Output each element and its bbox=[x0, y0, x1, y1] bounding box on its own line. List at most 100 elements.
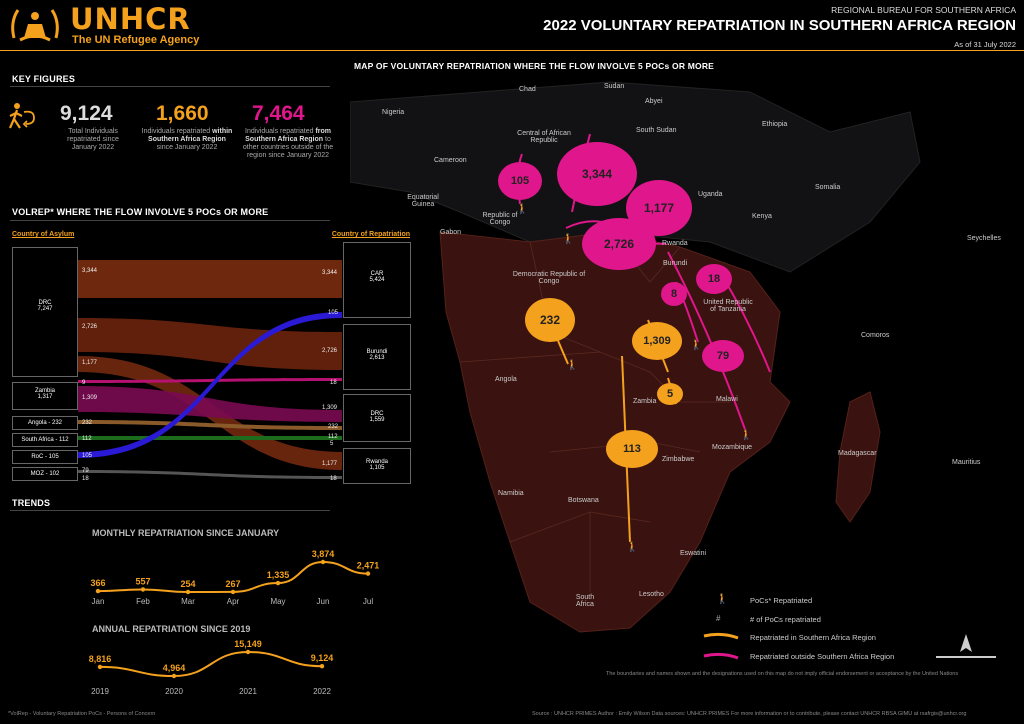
key-figures-underline bbox=[10, 86, 330, 87]
monthly-line-chart: 366 Jan 557 Feb 254 Mar 267 Apr 1,335 May 3,874 Jun… bbox=[90, 549, 380, 606]
flow-left-label: 105 bbox=[82, 453, 93, 459]
orange-bubble: 232 bbox=[525, 298, 575, 342]
repatriation-name-burundi: Burundi bbox=[366, 349, 388, 355]
pink-bubble: 3,344 bbox=[557, 142, 637, 206]
trend-point bbox=[275, 580, 281, 586]
repatriation-value-car: 5,424 bbox=[369, 277, 385, 283]
flow-right-label: 3,344 bbox=[322, 270, 338, 276]
repatriation-name-car: CAR bbox=[370, 271, 384, 277]
flow-right-label: 1,309 bbox=[322, 405, 338, 411]
repatriation-box-burundi: Burundi 2,613 bbox=[343, 324, 411, 390]
africa-map bbox=[350, 81, 921, 633]
trend-value-label: 4,964 bbox=[163, 663, 186, 673]
legend-pocs: PoCs* Repatriated bbox=[750, 596, 813, 605]
trend-value-label: 8,816 bbox=[89, 654, 112, 664]
flow-angola bbox=[78, 420, 342, 430]
returnee-icon: 🚶 bbox=[626, 542, 639, 553]
country-label: Comoros bbox=[861, 332, 890, 339]
unhcr-emblem-icon bbox=[11, 9, 59, 42]
footer-note: *VolRep - Voluntary Repatriation PoCs - … bbox=[8, 711, 156, 717]
legend-outside: Repatriated outside Southern Africa Regi… bbox=[750, 652, 895, 661]
trend-axis-label: 2019 bbox=[91, 687, 109, 696]
flow-left-label: 1,177 bbox=[82, 360, 98, 366]
asylum-box-south-africa: South Africa - 112 bbox=[12, 433, 78, 447]
country-label: Burundi bbox=[663, 260, 688, 267]
country-label: Eswatini bbox=[680, 550, 707, 557]
returnee-icon: 🚶 bbox=[562, 234, 575, 245]
flow-roc-car bbox=[78, 312, 342, 458]
asylum-heading: Country of Asylum bbox=[12, 231, 75, 238]
trend-value-label: 3,874 bbox=[312, 549, 335, 559]
returnee-icon bbox=[8, 102, 38, 135]
flow-left-label: 2,726 bbox=[82, 324, 98, 330]
scale-bar bbox=[936, 656, 996, 658]
header-divider bbox=[0, 50, 1024, 51]
trend-axis-label: Jul bbox=[363, 597, 373, 606]
country-label: Chad bbox=[519, 86, 536, 93]
trend-axis-label: Jun bbox=[317, 597, 330, 606]
within-region-desc: Individuals repatriated within Southern … bbox=[141, 128, 233, 151]
trend-axis-label: May bbox=[270, 597, 285, 606]
flow-heading-underline bbox=[10, 220, 330, 221]
flow-left-label: 18 bbox=[82, 476, 89, 482]
legend-outside-arrow bbox=[703, 652, 739, 660]
madagascar-land bbox=[835, 391, 881, 523]
asylum-name-angola: Angola - 232 bbox=[27, 420, 63, 426]
trend-value-label: 2,471 bbox=[357, 561, 380, 571]
country-label: Botswana bbox=[568, 497, 599, 504]
country-label: Democratic Republic of Congo bbox=[512, 271, 586, 285]
bubble-label: 1,177 bbox=[643, 201, 675, 215]
org-name: UNHCR bbox=[70, 2, 191, 36]
trend-point bbox=[97, 664, 103, 670]
flow-south-africa bbox=[78, 436, 342, 440]
flow-zambia-drc bbox=[78, 386, 342, 422]
trend-line bbox=[99, 650, 323, 678]
page-title: 2022 VOLUNTARY REPATRIATION IN SOUTHERN … bbox=[543, 17, 1016, 34]
unhcr-logo bbox=[6, 4, 64, 44]
trends-heading: TRENDS bbox=[12, 498, 51, 508]
country-label: Mauritius bbox=[952, 459, 981, 466]
bubble-label: 5 bbox=[666, 388, 674, 400]
repatriation-name-rwanda: Rwanda bbox=[365, 459, 388, 465]
within-region-value: 1,660 bbox=[156, 102, 209, 125]
bubble-label: 8 bbox=[670, 288, 678, 300]
bubble-label: 1,309 bbox=[643, 335, 671, 347]
country-label: Zambia bbox=[633, 398, 657, 405]
trend-axis-label: Feb bbox=[136, 597, 150, 606]
flow-left-label: 232 bbox=[82, 420, 93, 426]
country-label: Abyei bbox=[645, 98, 663, 105]
outside-region-value: 7,464 bbox=[252, 102, 305, 125]
trend-axis-label: 2021 bbox=[239, 687, 257, 696]
country-label: Equatorial Guinea bbox=[407, 194, 439, 208]
country-label: Rwanda bbox=[662, 240, 688, 247]
legend-within: Repatriated in Southern Africa Region bbox=[750, 633, 876, 642]
bubble-label: 232 bbox=[539, 313, 561, 327]
bureau-name: REGIONAL BUREAU FOR SOUTHERN AFRICA bbox=[831, 5, 1016, 15]
trend-axis-label: 2022 bbox=[313, 687, 331, 696]
repatriation-box-rwanda: Rwanda 1,105 bbox=[343, 448, 411, 484]
country-label: South Sudan bbox=[636, 127, 677, 134]
bubble-label: 79 bbox=[716, 350, 730, 362]
flow-heading: VOLREP* WHERE THE FLOW INVOLVE 5 POCs OR… bbox=[12, 207, 269, 217]
flow-right-label: 112 bbox=[328, 434, 338, 440]
north-arrow-icon bbox=[960, 634, 972, 652]
trend-axis-label: Jan bbox=[92, 597, 105, 606]
country-label: Malawi bbox=[716, 396, 738, 403]
bubble-label: 3,344 bbox=[581, 167, 613, 181]
country-label: Madagascar bbox=[838, 450, 877, 457]
flow-left-label: 3,344 bbox=[82, 268, 98, 274]
country-label: Gabon bbox=[440, 229, 462, 236]
country-label: Nigeria bbox=[382, 109, 405, 116]
country-label: Republic of Congo bbox=[482, 212, 518, 226]
country-label: Lesotho bbox=[639, 591, 664, 598]
outside-region-desc: Individuals repatriated from Southern Af… bbox=[242, 128, 334, 159]
trend-value-label: 366 bbox=[90, 578, 105, 588]
returnee-icon: 🚶 bbox=[740, 430, 753, 441]
bubble-label: 113 bbox=[623, 443, 641, 455]
country-label: Uganda bbox=[698, 191, 723, 198]
footer-source: Source : UNHCR PRIMES Author : Emily Wil… bbox=[532, 711, 967, 717]
map-disclaimer: The boundaries and names shown and the d… bbox=[606, 671, 959, 677]
asylum-name-moz: MOZ - 102 bbox=[30, 471, 60, 477]
country-label: South Africa bbox=[575, 594, 595, 608]
country-label: Zimbabwe bbox=[662, 456, 695, 463]
